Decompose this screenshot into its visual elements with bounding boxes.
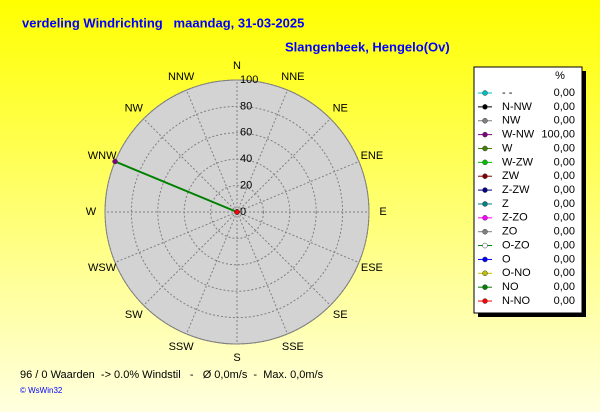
direction-label: WSW: [88, 262, 117, 274]
grid-spoke: [236, 211, 288, 335]
legend-label: Z-ZO: [502, 212, 528, 224]
legend-label: O: [502, 253, 511, 265]
direction-label: NNE: [281, 71, 304, 83]
credit: © WsWin32: [20, 386, 63, 395]
legend-value: 0,00: [554, 184, 575, 196]
grid-ring: [104, 79, 370, 345]
direction-label: SE: [333, 309, 348, 321]
direction-label: N: [233, 60, 241, 72]
r-tick-label: 100: [240, 74, 258, 86]
legend-label: W-ZW: [502, 156, 534, 168]
legend-value: 0,00: [554, 142, 575, 154]
direction-label: ESE: [361, 262, 383, 274]
grid-spoke: [143, 118, 238, 213]
legend-value: 0,00: [554, 295, 575, 307]
grid-spoke: [236, 161, 360, 213]
direction-label: SSW: [169, 341, 195, 353]
legend-marker: [482, 242, 488, 249]
legend-value: 0,00: [554, 87, 575, 99]
grid-spoke: [236, 211, 360, 263]
direction-label: NE: [333, 103, 348, 115]
legend-label: Z-ZW: [502, 184, 530, 196]
legend-label: W-NW: [502, 129, 535, 141]
legend-value: 0,00: [554, 253, 575, 265]
legend-value: 0,00: [554, 281, 575, 293]
direction-label: ENE: [361, 150, 384, 162]
legend-marker: [482, 173, 488, 179]
grid-spoke: [186, 89, 238, 213]
legend-label: ZW: [502, 170, 520, 182]
legend-label: Z: [502, 198, 509, 210]
r-tick-label: 0: [240, 206, 246, 218]
legend-marker: [482, 187, 488, 193]
legend-marker: [482, 131, 488, 138]
footer: 96 / 0 Waarden -> 0.0% Windstil - Ø 0,0m…: [20, 369, 324, 381]
chart-title: verdeling Windrichting maandag, 31-03-20…: [22, 15, 304, 30]
legend-value: 0,00: [554, 115, 575, 127]
grid-spoke: [236, 118, 331, 213]
direction-label: SW: [125, 309, 143, 321]
legend-marker: [482, 104, 488, 110]
legend-marker: [482, 90, 488, 96]
direction-label: E: [379, 206, 386, 218]
legend-marker: [482, 256, 488, 263]
legend-marker: [482, 117, 488, 124]
legend-label: O-ZO: [502, 239, 530, 251]
chart-subtitle: Slangenbeek, Hengelo(Ov): [285, 39, 450, 54]
legend-marker: [482, 228, 488, 235]
legend-value: 0,00: [554, 267, 575, 279]
legend-value: 0,00: [554, 101, 575, 113]
legend-label: ZO: [502, 226, 518, 238]
legend-marker: [482, 201, 488, 207]
legend-label: N-NO: [502, 295, 531, 307]
grid-spoke: [236, 89, 288, 213]
direction-label: W: [86, 206, 97, 218]
legend-label: NO: [502, 281, 519, 293]
legend-label: N-NW: [502, 101, 533, 113]
legend-marker: [482, 145, 488, 152]
direction-label: NW: [125, 103, 144, 115]
direction-label: S: [233, 352, 240, 364]
grid-spoke: [114, 211, 238, 263]
grid-spoke: [236, 211, 331, 306]
legend-label: NW: [502, 115, 521, 127]
legend-value: 0,00: [554, 239, 575, 251]
r-tick-label: 60: [240, 127, 252, 139]
legend-marker: [482, 270, 488, 277]
legend-label: O-NO: [502, 267, 531, 279]
r-tick-label: 20: [240, 180, 252, 192]
r-tick-label: 40: [240, 153, 252, 165]
legend-marker: [482, 159, 488, 166]
grid-spoke: [143, 211, 238, 306]
legend-label: W: [502, 142, 513, 154]
wind-point: [234, 209, 240, 215]
grid-ring: [210, 185, 264, 239]
legend-marker: [482, 215, 488, 221]
r-tick-label: 80: [240, 100, 252, 112]
direction-label: SSE: [282, 341, 304, 353]
legend-value: 0,00: [554, 156, 575, 168]
legend-label: - -: [502, 87, 513, 99]
legend-header: %: [555, 70, 565, 82]
legend-value: 0,00: [554, 170, 575, 182]
legend-value: 100,00: [541, 129, 575, 141]
wind-point: [112, 158, 118, 165]
legend-value: 0,00: [554, 212, 575, 224]
direction-label: NNW: [168, 71, 195, 83]
legend-marker: [482, 284, 488, 290]
direction-label: WNW: [88, 150, 117, 162]
legend-marker: [482, 298, 488, 304]
grid-spoke: [186, 211, 238, 335]
legend-value: 0,00: [554, 198, 575, 210]
legend-value: 0,00: [554, 226, 575, 238]
grid-ring: [157, 132, 317, 292]
